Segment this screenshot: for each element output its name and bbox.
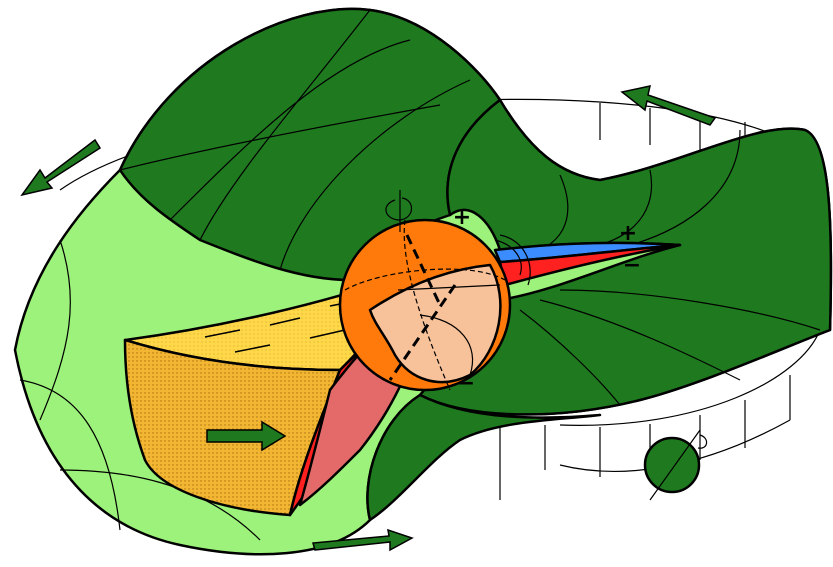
illustration: + + − − bbox=[0, 0, 833, 567]
sign-text: − bbox=[457, 371, 475, 396]
sign-text: + bbox=[619, 221, 637, 246]
sign-text: + bbox=[453, 205, 471, 230]
sign-text: − bbox=[623, 253, 641, 278]
moon bbox=[645, 438, 699, 492]
